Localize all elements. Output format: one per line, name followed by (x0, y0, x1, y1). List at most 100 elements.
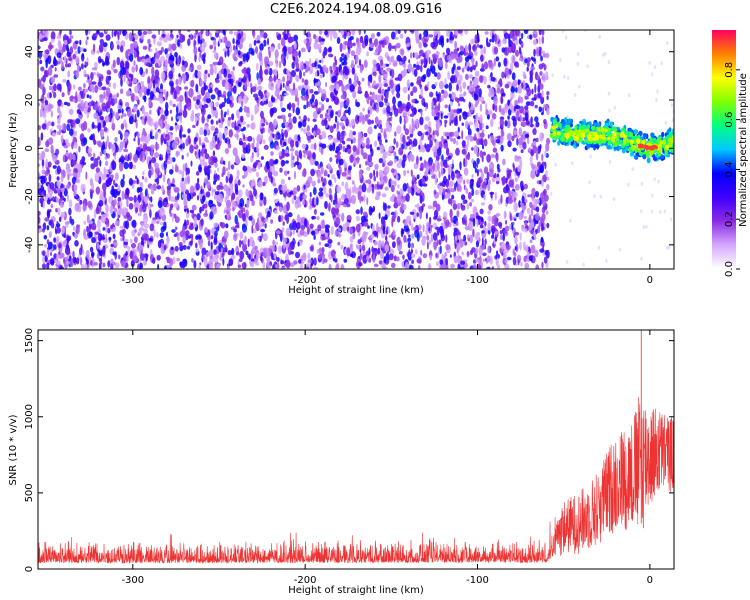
spectrogram-noise-cell (67, 70, 71, 78)
spectrogram-noise-cell (529, 34, 533, 40)
spectrogram-noise-cell (364, 34, 369, 44)
spectrogram-noise-cell (143, 95, 147, 103)
spectrogram-noise-cell (84, 88, 87, 94)
spectrogram-noise-cell (163, 244, 167, 251)
spectrogram-noise-cell (116, 56, 121, 66)
spectrogram-noise-cell (521, 225, 525, 232)
spectrogram-noise-cell (255, 171, 259, 178)
spectrogram-noise-cell (439, 245, 442, 254)
spectrogram-noise-cell (256, 34, 261, 41)
spectrogram-noise-cell (329, 91, 334, 99)
spectrogram-noise-cell (530, 208, 534, 217)
spectrogram-noise-cell (369, 143, 373, 153)
spectrogram-noise-cell (531, 97, 537, 101)
spectrogram-noise-cell (481, 123, 485, 129)
spectrogram-noise-cell (504, 120, 508, 127)
spectrogram-noise-cell (250, 87, 253, 95)
spectrogram-noise-cell (321, 131, 327, 140)
spectrogram-noise-cell (243, 94, 249, 104)
spectrogram-noise-cell (129, 238, 133, 244)
spectrogram-noise-cell (120, 260, 126, 268)
spectrogram-noise-cell (459, 161, 462, 171)
spectrogram-noise-cell (68, 207, 72, 216)
spectrogram-noise-cell (272, 69, 276, 75)
spectrogram-noise-cell (539, 132, 544, 142)
spectrogram-noise-cell (476, 127, 480, 132)
spectrogram-noise-cell (402, 183, 408, 192)
spectrogram-noise-cell (391, 45, 396, 49)
spectrogram-noise-cell (142, 45, 148, 50)
spectrogram-noise-cell (235, 158, 241, 165)
spectrogram-noise-cell (133, 153, 138, 163)
spectrogram-noise-cell (501, 92, 506, 97)
spectrogram-noise-cell (158, 130, 162, 134)
spectrogram-noise-cell (451, 170, 455, 181)
spectrogram-noise-cell (403, 169, 407, 177)
spectrogram-noise-cell (413, 138, 418, 147)
spectrogram-noise-cell (128, 73, 132, 78)
spectrogram-noise-cell (545, 52, 550, 59)
spectrogram-noise-cell (278, 215, 281, 223)
spectrogram-noise-cell (410, 154, 415, 162)
spectrogram-noise-cell (120, 123, 125, 130)
spectrogram-noise-cell (83, 220, 87, 225)
spectrogram-noise-cell (129, 252, 133, 258)
spectrogram-noise-cell (348, 130, 354, 140)
spectrogram-noise-cell (150, 189, 155, 195)
spectrogram-noise-cell (481, 144, 485, 150)
spectrogram-noise-cell (54, 67, 57, 72)
spectrogram-noise-cell (368, 85, 372, 89)
spectrogram-noise-cell (436, 130, 439, 137)
spectrogram-noise-cell (43, 37, 48, 41)
spectrogram-noise-cell (446, 136, 450, 140)
spectrogram-noise-cell (226, 213, 229, 220)
spectrogram-noise-cell (262, 181, 266, 187)
spectrogram-noise-cell (471, 247, 476, 253)
spectrogram-noise-cell (202, 153, 205, 163)
spectrogram-noise-cell (321, 93, 327, 101)
spectrogram-noise-cell (154, 178, 157, 183)
spectrogram-noise-cell (247, 238, 250, 248)
spectrogram-noise-cell (157, 240, 162, 249)
spectrogram-noise-cell (112, 59, 116, 68)
spectrogram-noise-cell (516, 155, 522, 160)
spectrogram-noise-cell (462, 199, 466, 205)
spectrogram-noise-cell (435, 51, 440, 55)
spectrogram-noise-cell (214, 134, 218, 142)
spectrogram-noise-cell (99, 193, 104, 203)
spectrogram-noise-cell (270, 124, 275, 133)
spectrogram-noise-cell (72, 225, 76, 231)
spectrogram-noise-cell (176, 115, 182, 120)
spectrogram-noise-cell (80, 183, 86, 193)
spectrogram-noise-cell (82, 53, 84, 58)
spectrogram-noise-cell (541, 261, 544, 269)
spectrogram-noise-cell (440, 228, 445, 239)
spectrogram-noise-cell (369, 73, 373, 84)
spectrogram-noise-cell (228, 129, 233, 138)
spectrogram-noise-cell (272, 120, 278, 126)
spectrogram-noise-cell (454, 243, 457, 250)
spectrogram-noise-cell (39, 176, 45, 180)
spectrogram-noise-cell (88, 220, 94, 225)
spectrogram-noise-cell (342, 60, 348, 66)
spectrogram-noise-cell (509, 102, 512, 111)
spectrogram-noise-cell (57, 99, 62, 107)
spectrogram-noise-cell (481, 63, 485, 71)
spectrogram-noise-cell (282, 82, 285, 88)
spectrogram-noise-cell (428, 239, 432, 245)
spectrogram-noise-cell (200, 206, 205, 212)
spectrogram-noise-cell (420, 59, 424, 66)
spectrogram-noise-cell (298, 259, 302, 264)
spectrogram-noise-cell (458, 231, 461, 236)
spectrogram-noise-cell (470, 106, 475, 111)
spectrogram-noise-cell (395, 174, 399, 181)
spectrogram-noise-cell (186, 193, 192, 202)
spectrogram-noise-cell (340, 69, 343, 76)
spectrogram-noise-cell (93, 43, 96, 53)
spectrogram-noise-cell (451, 200, 456, 204)
spectrogram-noise-cell (336, 37, 341, 44)
spectrogram-noise-cell (537, 169, 540, 174)
spectrogram-noise-cell (85, 30, 89, 36)
spectrogram-noise-cell (363, 180, 366, 184)
spectrogram-noise-cell (311, 215, 317, 220)
